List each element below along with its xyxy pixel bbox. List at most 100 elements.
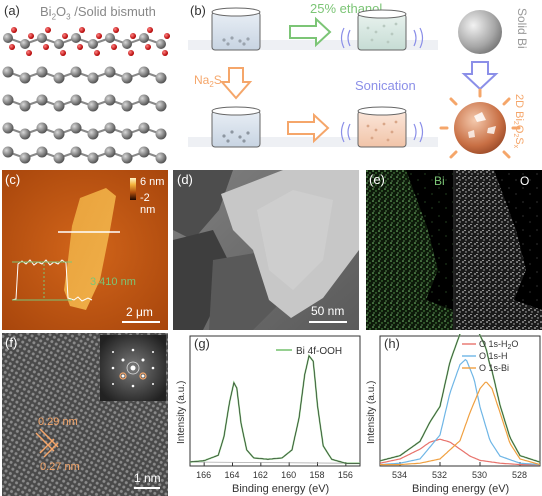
- panel-f-label: (f): [5, 335, 18, 350]
- afm-height-value: 3.410 nm: [90, 276, 136, 288]
- bi-atom: [155, 72, 167, 84]
- bi-atom: [36, 66, 48, 78]
- beaker-4: [340, 106, 424, 148]
- series-o-1s-h: [379, 358, 541, 466]
- o-atom: [147, 27, 153, 33]
- bi-atom: [19, 72, 31, 84]
- arrow-right-icon: [289, 16, 332, 48]
- bi-atom: [87, 72, 99, 84]
- tem-scalebar-text: 50 nm: [311, 304, 345, 318]
- panel-a-title: Bi2O3 /Solid bismuth: [40, 4, 156, 22]
- solid-bi-sphere: [458, 10, 502, 54]
- bi-atom: [87, 152, 99, 164]
- panel-d-tem: (d) 50 nm: [173, 170, 359, 330]
- bi-atom: [3, 33, 13, 43]
- x-tick-label: 166: [196, 470, 211, 480]
- o-atom: [162, 50, 168, 56]
- panel-b: (b): [182, 0, 542, 170]
- o-atom: [130, 33, 136, 39]
- bi-atom: [138, 146, 150, 158]
- chart-g-frame: [189, 335, 361, 467]
- chart-h-frame: [379, 335, 541, 467]
- product-text: 2D Bi2O2Sx: [512, 94, 525, 149]
- panel-h-label: (h): [384, 336, 400, 351]
- panel-g-xps: 166 164 162 160 158 156 Bi 4f-OOH (g) Intensi…: [172, 334, 362, 496]
- bi-atom: [36, 122, 48, 134]
- legend-h-2: O 1s-H: [479, 351, 508, 361]
- bi-atom: [2, 122, 14, 134]
- bi-atom: [88, 39, 98, 49]
- bi-atom: [121, 72, 133, 84]
- o-atom: [77, 44, 83, 50]
- o-atom: [145, 44, 151, 50]
- panel-a: (a) Bi2O3 /Solid bismuth: [0, 0, 182, 165]
- bi-atom: [53, 128, 65, 140]
- o-atom: [96, 33, 102, 39]
- series-envelope: [379, 334, 541, 463]
- legend-h-3: O 1s-Bi: [479, 363, 509, 373]
- synthesis-schematic: 25% ethanol Solid Bi Na2S Sonication: [188, 1, 529, 159]
- chart-h-xlabel: Binding energy (eV): [412, 483, 509, 495]
- panel-g-label: (g): [194, 336, 210, 351]
- colorbar-min: -2 nm: [140, 192, 156, 216]
- bi-atom: [138, 66, 150, 78]
- beaker-3: [211, 106, 261, 148]
- panel-b-label: (b): [190, 3, 206, 18]
- beaker-1: [211, 7, 261, 51]
- bi-atom: [70, 94, 82, 106]
- bi-atom: [54, 39, 64, 49]
- step2-text: Na2S: [194, 73, 222, 89]
- o-atom: [26, 50, 32, 56]
- o-atom: [28, 33, 34, 39]
- panel-e-label: (e): [369, 172, 385, 187]
- bi-atom: [70, 122, 82, 134]
- x-tick-label: 158: [310, 470, 325, 480]
- bi-atom: [87, 100, 99, 112]
- arrow-right-orange-icon: [287, 112, 330, 144]
- bi-atom: [156, 39, 166, 49]
- chart-g-ylabel: Intensity (a.u.): [176, 381, 187, 444]
- product-sphere: [439, 88, 521, 159]
- solid-bi-text: Solid Bi: [515, 8, 529, 49]
- beaker-2: [340, 9, 424, 51]
- panel-d-label: (d): [177, 172, 193, 187]
- afm-colorbar: [130, 178, 136, 200]
- panel-a-label: (a): [4, 3, 20, 18]
- x-tick-label: 532: [432, 470, 447, 480]
- bi-atom: [104, 66, 116, 78]
- panel-c-afm: (c) 6 nm -2 nm 3.410 nm 2 μm: [2, 170, 168, 330]
- x-tick-label: 534: [392, 470, 407, 480]
- bi-atom: [121, 128, 133, 140]
- arrow-down-icon: [219, 67, 253, 100]
- bi-atom: [2, 66, 14, 78]
- hrtem-scalebar-text: 1 nm: [134, 471, 161, 485]
- x-tick-label: 162: [253, 470, 268, 480]
- bi-atom: [104, 122, 116, 134]
- o-atom: [164, 33, 170, 39]
- x-tick-label: 528: [512, 470, 527, 480]
- bi-atom: [87, 128, 99, 140]
- eds-o-label: O: [520, 174, 530, 188]
- bi-atom: [138, 94, 150, 106]
- o-atom: [45, 27, 51, 33]
- panel-f-hrtem: (f) 0.29 nm 0.27 nm 1 nm: [2, 333, 168, 496]
- bi-atom: [37, 33, 47, 43]
- bi-atom: [19, 128, 31, 140]
- o-atom: [43, 44, 49, 50]
- step3-text: Sonication: [355, 78, 416, 93]
- x-tick-label: 164: [225, 470, 240, 480]
- bi-atom: [2, 94, 14, 106]
- bi-atom: [2, 146, 14, 158]
- bi-atom: [155, 152, 167, 164]
- bi-atom: [104, 94, 116, 106]
- bi-atom: [36, 146, 48, 158]
- series-envelope-data: [379, 334, 541, 463]
- bi-atom: [70, 66, 82, 78]
- bi-atom: [104, 146, 116, 158]
- chart-g-xlabel: Binding energy (eV): [232, 483, 329, 495]
- o-atom: [11, 27, 17, 33]
- afm-flake: [64, 188, 116, 310]
- bi-atom: [139, 33, 149, 43]
- bi-atom: [20, 39, 30, 49]
- bi-atom: [138, 122, 150, 134]
